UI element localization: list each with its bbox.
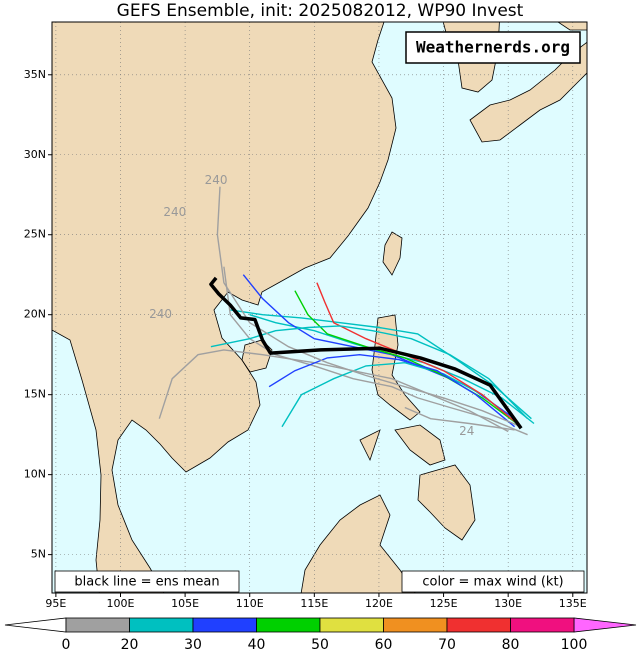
mean-track [209,276,523,430]
tracks: 240 240 240 24 [149,173,535,438]
colorbar-segment [65,617,130,633]
lon-tick-label: 100E [107,597,135,610]
lat-tick-label: 35N [24,68,46,81]
legend-box [401,570,585,593]
colorbar-label: 70 [438,637,456,653]
member-track [404,406,515,431]
colorbar-over [573,617,637,633]
track-label: 240 [205,173,228,187]
grid [48,22,587,597]
lon-tick-label: 95E [45,597,66,610]
mindanao [417,464,476,541]
colorbar-segment [192,617,257,633]
colorbar-label: 60 [375,637,393,653]
lon-tick-label: 110E [236,597,264,610]
japan [469,22,587,143]
track-label: 24 [459,424,474,438]
colorbar-label: 30 [184,637,202,653]
legend-box [54,570,240,593]
lon-tick-label: 130E [494,597,522,610]
colorbar-segment [446,617,511,633]
map-frame [51,21,588,594]
taiwan [382,231,403,276]
asia-mainland [52,22,397,593]
colorbar: 0 20 30 40 50 60 70 80 100 [4,617,637,653]
colorbar-segment [510,617,575,633]
lon-tick-label: 120E [365,597,393,610]
member-track [210,325,529,420]
legend-color: color = max wind (kt) [422,575,563,590]
title: GEFS Ensemble, init: 2025082012, WP90 In… [117,1,524,21]
watermark: Weathernerds.org [416,38,570,57]
lat-tick-label: 20N [24,308,46,321]
colorbar-label: 0 [62,637,71,653]
colorbar-label: 20 [121,637,139,653]
member-track [223,266,528,436]
lon-tick-label: 115E [300,597,328,610]
lat-tick-label: 30N [24,148,46,161]
member-track [230,309,532,420]
track-label: 240 [149,307,172,321]
visayas [359,424,446,466]
lat-tick-label: 10N [24,468,46,481]
colorbar-segment [129,617,194,633]
lon-tick-label: 135E [559,597,587,610]
lat-tick-label: 25N [24,228,46,241]
colorbar-segment [383,617,448,633]
colorbar-segment [256,617,321,633]
member-track [216,186,522,428]
lon-tick-label: 105E [171,597,199,610]
colorbar-segment [319,617,384,633]
watermark-box [405,31,581,64]
colorbar-under [4,617,67,633]
legend-mean: black line = ens mean [74,575,219,590]
colorbar-label: 50 [311,637,329,653]
lon-tick-label: 125E [430,597,458,610]
colorbar-label: 40 [248,637,266,653]
lat-tick-label: 5N [31,548,46,561]
colorbar-label: 100 [561,637,588,653]
member-track [316,282,522,428]
lat-tick-label: 15N [24,388,46,401]
track-label: 240 [163,205,186,219]
colorbar-label: 80 [502,637,520,653]
member-track [268,353,516,428]
